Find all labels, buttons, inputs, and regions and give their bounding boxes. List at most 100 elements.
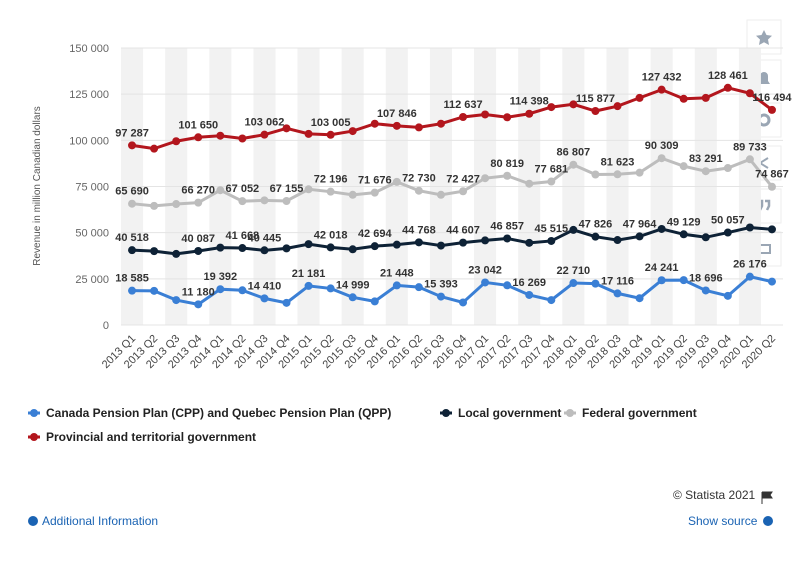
value-label: 49 129	[667, 216, 701, 228]
data-point	[348, 245, 357, 254]
data-point	[194, 133, 203, 142]
value-label: 19 392	[203, 271, 237, 283]
data-point	[414, 238, 423, 247]
data-point	[503, 113, 512, 122]
show-source-link[interactable]: Show source	[688, 514, 758, 528]
data-point	[635, 294, 644, 303]
data-point	[657, 276, 666, 285]
data-point	[547, 177, 556, 186]
data-point	[370, 242, 379, 251]
data-point	[150, 201, 159, 210]
data-point	[282, 244, 291, 253]
data-point	[194, 246, 203, 255]
data-point	[613, 236, 622, 245]
data-point	[525, 109, 534, 118]
data-point	[260, 246, 269, 255]
data-point	[150, 144, 159, 153]
data-point	[503, 171, 512, 180]
data-point	[172, 200, 181, 209]
data-point	[414, 123, 423, 132]
value-label: 24 241	[645, 262, 679, 274]
value-label: 86 807	[557, 147, 591, 159]
data-point	[370, 297, 379, 306]
flag-icon	[761, 491, 773, 504]
value-label: 66 270	[181, 185, 215, 197]
y-axis-title: Revenue in million Canadian dollars	[32, 106, 43, 266]
value-label: 46 857	[490, 220, 524, 232]
value-label: 50 057	[711, 215, 745, 227]
legend-swatch	[566, 409, 574, 417]
data-point	[635, 93, 644, 102]
value-label: 103 062	[245, 117, 285, 129]
value-label: 18 696	[689, 272, 723, 284]
data-point	[569, 160, 578, 169]
value-label: 22 710	[557, 265, 591, 277]
data-point	[436, 292, 445, 301]
data-point	[679, 162, 688, 171]
data-point	[591, 279, 600, 288]
value-label: 89 733	[733, 141, 767, 153]
value-label: 14 999	[336, 279, 370, 291]
y-tick-label: 75 000	[75, 182, 109, 194]
data-point	[216, 131, 225, 140]
value-label: 21 448	[380, 267, 414, 279]
value-label: 127 432	[642, 72, 682, 84]
value-label: 81 623	[601, 156, 635, 168]
value-label: 97 287	[115, 127, 149, 139]
share-icon	[759, 157, 769, 169]
data-point	[723, 83, 732, 92]
data-point	[657, 154, 666, 163]
value-label: 77 681	[534, 164, 568, 176]
value-label: 67 052	[226, 183, 260, 195]
data-point	[569, 225, 578, 234]
legend-swatch	[30, 409, 38, 417]
data-point	[635, 232, 644, 241]
y-tick-label: 150 000	[69, 43, 109, 55]
legend-label: Provincial and territorial government	[46, 430, 256, 444]
data-point	[414, 186, 423, 195]
data-point	[591, 107, 600, 116]
value-label: 101 650	[178, 119, 218, 131]
data-point	[767, 182, 776, 191]
data-point	[525, 179, 534, 188]
data-point	[392, 281, 401, 290]
data-point	[260, 196, 269, 205]
data-point	[569, 100, 578, 109]
data-point	[326, 130, 335, 139]
data-point	[260, 294, 269, 303]
value-label: 65 690	[115, 186, 149, 198]
legend-label: Canada Pension Plan (CPP) and Quebec Pen…	[46, 406, 391, 420]
data-point	[459, 112, 468, 121]
value-label: 47 964	[623, 218, 658, 230]
info-icon	[763, 516, 773, 526]
data-point	[326, 284, 335, 293]
data-point	[767, 225, 776, 234]
data-point	[767, 105, 776, 114]
data-point	[503, 234, 512, 243]
data-point	[414, 283, 423, 292]
data-point	[679, 276, 688, 285]
data-point	[194, 300, 203, 309]
value-label: 72 730	[402, 173, 436, 185]
data-point	[547, 296, 556, 305]
data-point	[701, 167, 710, 176]
data-point	[481, 110, 490, 119]
value-label: 40 087	[181, 233, 215, 245]
data-point	[128, 286, 137, 295]
data-point	[723, 291, 732, 300]
value-label: 26 176	[733, 259, 767, 271]
data-point	[723, 228, 732, 237]
value-label: 17 116	[601, 275, 634, 287]
value-label: 72 427	[446, 173, 480, 185]
data-point	[635, 168, 644, 177]
data-point	[150, 286, 159, 295]
data-point	[591, 170, 600, 179]
data-point	[304, 129, 313, 138]
additional-info-link[interactable]: Additional Information	[42, 514, 158, 528]
data-point	[679, 230, 688, 239]
data-point	[128, 246, 137, 255]
data-point	[282, 298, 291, 307]
value-label: 11 180	[182, 286, 215, 298]
data-point	[701, 93, 710, 102]
value-label: 15 393	[424, 279, 458, 291]
